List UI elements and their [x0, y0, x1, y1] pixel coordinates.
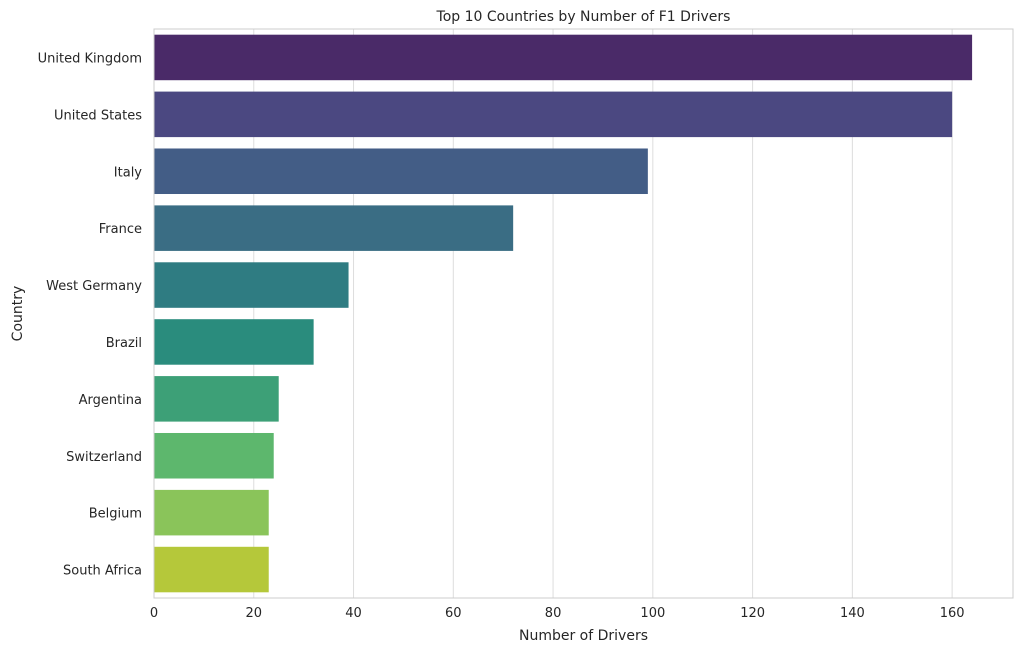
x-tick-label: 140	[840, 606, 865, 621]
y-axis-ticks: United Kingdom United States Italy France We…	[38, 51, 143, 578]
y-tick-label: France	[99, 222, 142, 237]
bar	[154, 148, 648, 195]
y-tick-label: Switzerland	[66, 450, 142, 465]
bar	[154, 432, 274, 479]
x-tick-label: 40	[345, 606, 362, 621]
y-tick-label: Argentina	[79, 393, 142, 408]
y-tick-label: Italy	[114, 165, 143, 180]
x-tick-label: 100	[640, 606, 665, 621]
plot-frame	[153, 28, 1014, 599]
x-axis-label: Number of Drivers	[519, 628, 648, 644]
y-tick-label: South Africa	[63, 564, 142, 579]
bar	[154, 546, 269, 593]
x-tick-label: 20	[245, 606, 262, 621]
y-tick-label: Brazil	[106, 336, 142, 351]
x-tick-label: 80	[545, 606, 562, 621]
x-tick-label: 0	[150, 606, 158, 621]
x-tick-label: 60	[445, 606, 462, 621]
bar	[154, 34, 973, 81]
y-tick-label: West Germany	[46, 279, 142, 294]
x-tick-label: 160	[940, 606, 965, 621]
bar	[154, 489, 269, 536]
y-tick-label: United Kingdom	[38, 51, 142, 66]
x-axis-ticks: 0 20 40 60 80 100 120 140 160	[150, 606, 965, 621]
bar	[154, 319, 314, 365]
y-tick-label: United States	[54, 108, 142, 123]
x-tick-label: 120	[740, 606, 765, 621]
bar	[154, 262, 349, 308]
chart-title: Top 10 Countries by Number of F1 Drivers	[436, 9, 731, 25]
bar	[154, 376, 279, 422]
bar	[154, 91, 953, 138]
bars	[154, 34, 973, 593]
y-tick-label: Belgium	[89, 507, 142, 522]
y-axis-label: Country	[10, 286, 26, 342]
bar	[154, 205, 514, 251]
